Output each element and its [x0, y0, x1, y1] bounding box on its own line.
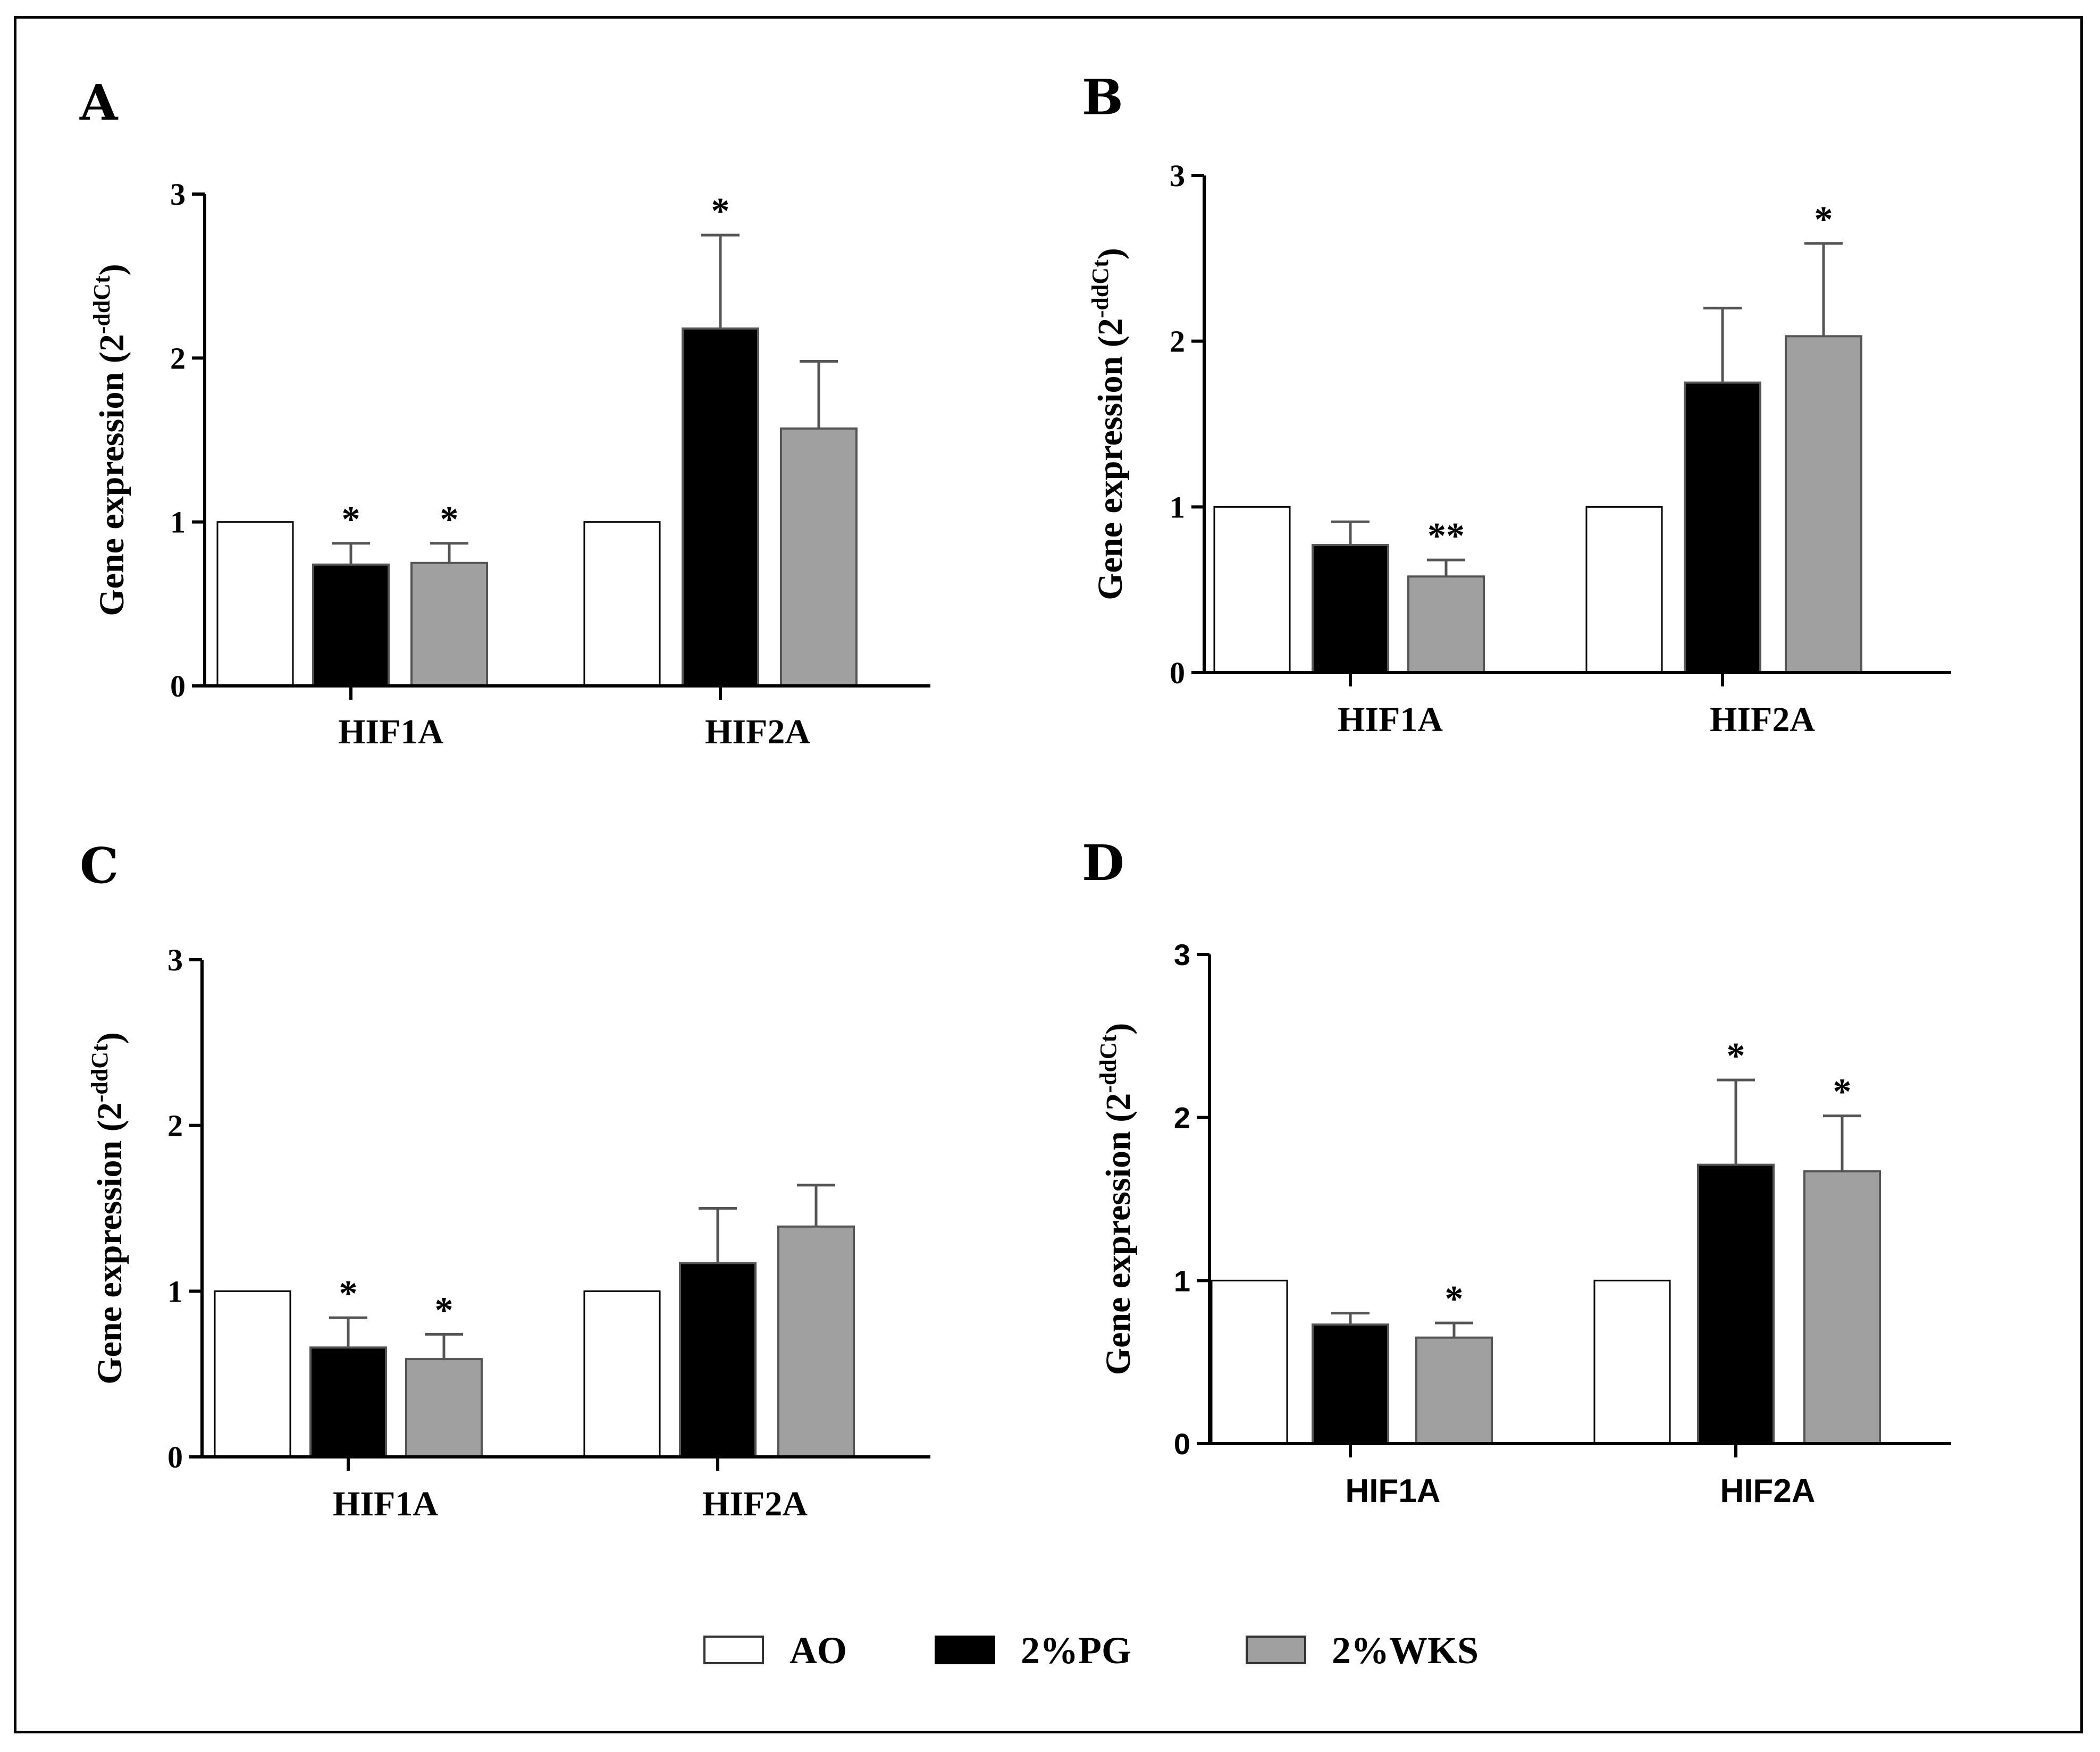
bar [780, 427, 858, 688]
y-tick-label: 0 [1174, 1427, 1190, 1461]
bar [214, 1290, 291, 1458]
significance-star: * [435, 1290, 453, 1331]
category-label: HIF2A [705, 712, 810, 751]
significance-star: * [339, 1273, 358, 1314]
y-tick-label: 1 [1170, 490, 1185, 524]
y-tick-label: 3 [1174, 938, 1190, 971]
y-tick-label: 2 [167, 1109, 183, 1143]
legend-label: AO [789, 1629, 847, 1672]
bar [309, 1346, 387, 1458]
significance-star: ** [1427, 516, 1465, 557]
chart-panel-a: A * * * 0 1 2 3 HIF1A HIF2A Gene expression (2-ddC… [79, 74, 930, 751]
legend-swatch [935, 1636, 995, 1664]
bar [1211, 1279, 1288, 1445]
bar [1803, 1170, 1881, 1445]
bar [583, 521, 661, 687]
panel-label: C [80, 837, 119, 894]
y-tick-label: 1 [1174, 1264, 1190, 1297]
bar [1593, 1279, 1671, 1445]
y-tick-label: 3 [170, 177, 186, 212]
bar [1697, 1163, 1775, 1445]
panel-label: D [1082, 834, 1124, 892]
bar [312, 563, 390, 688]
y-tick-label: 2 [1170, 324, 1185, 359]
bar [410, 561, 488, 687]
bar [1684, 381, 1761, 674]
y-tick-label: 1 [167, 1274, 183, 1309]
panel-label: B [1082, 69, 1123, 126]
significance-star: * [1833, 1072, 1852, 1113]
legend-swatch [1246, 1636, 1306, 1664]
bar [1415, 1336, 1493, 1445]
significance-star: * [1445, 1279, 1464, 1320]
y-tick-label: 2 [170, 341, 186, 375]
bar [777, 1225, 855, 1458]
bar [405, 1358, 483, 1458]
significance-star: * [711, 191, 730, 232]
y-tick-label: 3 [1170, 158, 1185, 193]
bar [1407, 575, 1485, 674]
bar [1213, 506, 1291, 674]
bar [682, 327, 759, 687]
chart-panel-d: D * * * 0 1 2 3 HIF1A HIF2A Gene expression (2-ddC… [1082, 834, 1951, 1510]
significance-star: * [342, 499, 360, 540]
bar [1312, 544, 1389, 674]
y-tick-label: 2 [1174, 1101, 1190, 1135]
panel-label: A [79, 74, 119, 131]
bar [216, 521, 294, 687]
legend: AO 2%PG 2%WKS [703, 1629, 1479, 1672]
legend-swatch [703, 1636, 764, 1664]
category-label: HIF1A [1345, 1473, 1440, 1510]
category-label: HIF2A [1720, 1473, 1815, 1510]
bar [1785, 335, 1862, 674]
y-tick-label: 0 [1170, 656, 1185, 690]
bar [1312, 1323, 1389, 1445]
category-label: HIF1A [333, 1485, 438, 1523]
significance-star: * [440, 499, 459, 540]
y-tick-label: 0 [167, 1440, 183, 1474]
category-label: HIF1A [1338, 700, 1443, 739]
y-axis-label: Gene expression (2-ddCt) [1095, 1023, 1138, 1375]
category-label: HIF2A [1710, 700, 1815, 739]
legend-label: 2%WKS [1332, 1629, 1479, 1672]
significance-star: * [1815, 199, 1833, 240]
significance-star: * [1727, 1036, 1745, 1077]
y-axis-label: Gene expression (2-ddCt) [87, 1032, 129, 1384]
legend-label: 2%PG [1021, 1629, 1131, 1672]
bar [583, 1290, 661, 1458]
category-label: HIF1A [338, 712, 443, 751]
y-tick-label: 0 [170, 669, 186, 703]
chart-panel-c: C * * 0 1 2 3 HIF1A HIF2A Gene expression (2-ddCt… [80, 837, 930, 1523]
category-label: HIF2A [702, 1485, 808, 1523]
figure-frame [14, 16, 2083, 1733]
y-axis-label: Gene expression (2-ddCt) [89, 264, 131, 616]
y-tick-label: 1 [170, 505, 186, 540]
y-axis-label: Gene expression (2-ddCt) [1087, 248, 1130, 600]
bar [1585, 506, 1663, 674]
y-tick-label: 3 [167, 943, 183, 977]
bar [679, 1262, 757, 1458]
